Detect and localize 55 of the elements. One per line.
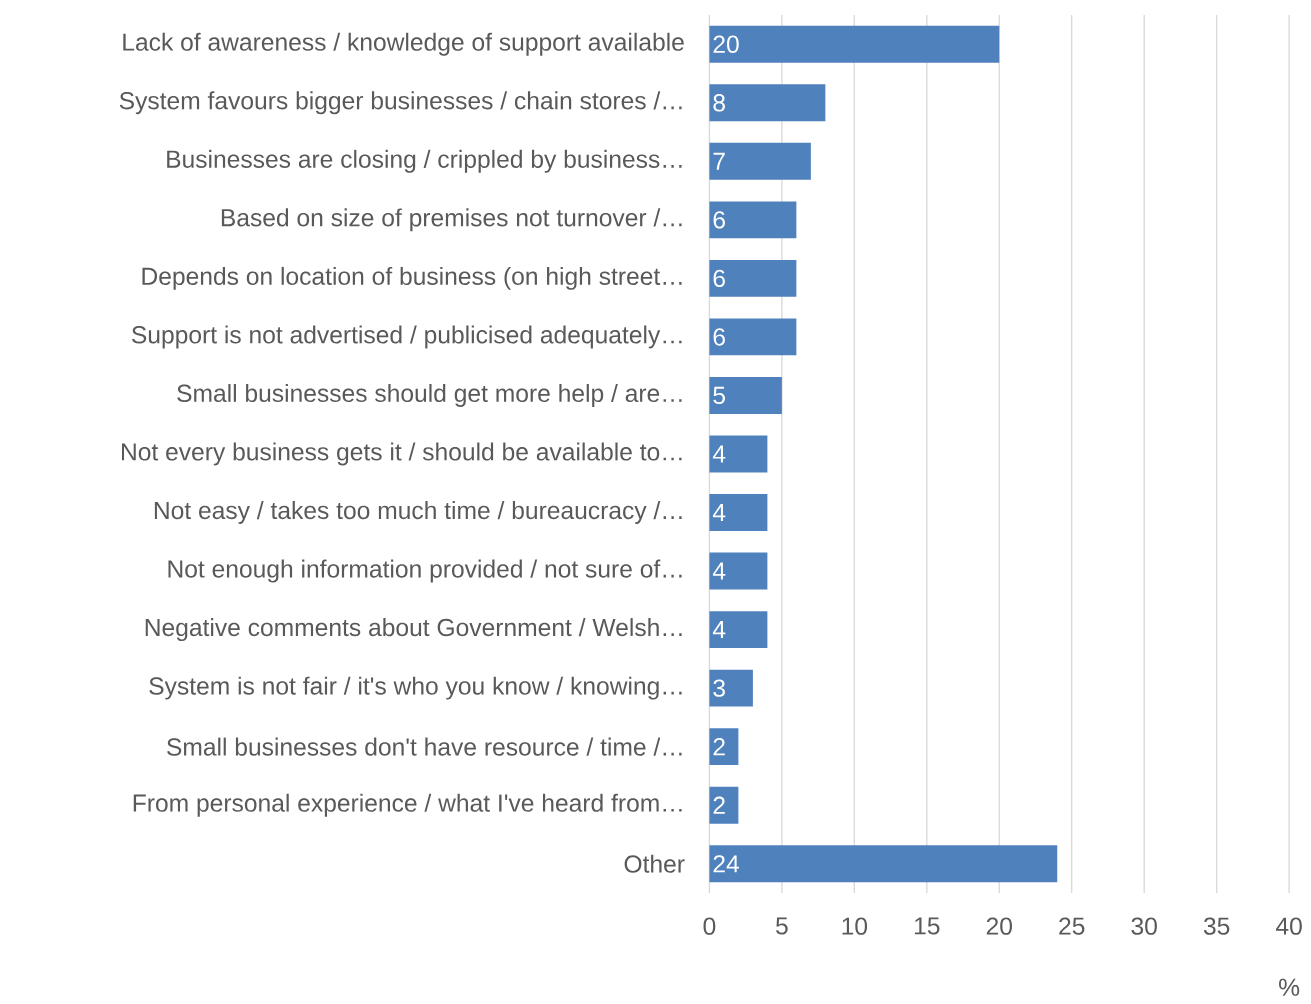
data-label: 6 (713, 211, 725, 229)
y-tick-label: Small businesses don't have resource / time /… (167, 737, 682, 756)
bar (709, 494, 768, 531)
x-tick-label: 5 (776, 917, 788, 935)
bar (709, 25, 1000, 63)
bar (709, 377, 782, 414)
y-tick-label: Not enough information provided / not sure of… (168, 559, 682, 583)
y-tick-label: Depends on location of business (on high street… (142, 266, 682, 290)
bar (709, 84, 826, 122)
bar (709, 728, 739, 766)
x-tick-label: 15 (914, 917, 940, 935)
y-tick-label: Small businesses should get more help / are… (177, 383, 682, 407)
bar (709, 611, 768, 649)
data-label: 2 (713, 738, 725, 756)
data-label: 6 (713, 328, 725, 346)
bar (709, 142, 811, 180)
x-tick-label: 10 (842, 917, 868, 935)
data-label: 7 (713, 152, 725, 170)
bar (709, 845, 1058, 883)
bar (709, 786, 739, 824)
data-label: 5 (713, 386, 725, 405)
x-tick-label: 40 (1275, 917, 1302, 935)
x-tick-label: 30 (1131, 917, 1157, 935)
bar (709, 318, 797, 356)
x-axis-title: % (1279, 978, 1300, 996)
y-tick-label: Support is not advertised / publicised adequately… (132, 325, 682, 349)
x-tick-label: 0 (703, 917, 716, 935)
data-label: 8 (713, 94, 725, 112)
y-tick-label: System favours bigger businesses / chain stores /… (119, 91, 682, 115)
x-tick-label: 20 (986, 917, 1012, 935)
bar (709, 552, 768, 590)
y-tick-label: Based on size of premises not turnover /… (221, 208, 682, 232)
data-label: 2 (713, 796, 725, 814)
data-label: 4 (712, 504, 726, 521)
data-label: 4 (712, 445, 726, 463)
x-tick-label: 25 (1059, 917, 1085, 935)
data-label: 20 (713, 35, 739, 53)
data-label: 4 (712, 621, 726, 639)
y-tick-label: System is not fair / it's who you know / knowing… (149, 676, 682, 700)
y-tick-label: From personal experience / what I've heard from… (133, 793, 682, 817)
y-tick-label: Lack of awareness / knowledge of support available (123, 32, 684, 56)
y-tick-label: Not easy / takes too much time / bureaucracy /… (154, 501, 682, 524)
data-label: 6 (713, 269, 725, 288)
data-label: 24 (713, 855, 739, 873)
y-tick-label: Not every business gets it / should be available to… (121, 442, 682, 466)
data-label: 3 (713, 679, 725, 697)
bar (709, 259, 797, 297)
bar (709, 435, 768, 473)
y-tick-label: Negative comments about Government / Welsh… (145, 618, 682, 642)
bar (709, 669, 753, 707)
y-tick-label: Other (624, 854, 685, 873)
bar (709, 201, 797, 239)
y-tick-label: Businesses are closing / crippled by business… (167, 149, 682, 173)
data-label: 4 (712, 562, 726, 580)
x-tick-label: 35 (1203, 917, 1230, 935)
